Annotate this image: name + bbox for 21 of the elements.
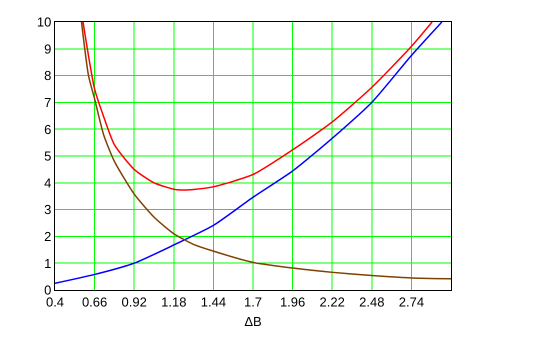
y-tick-label: 5 xyxy=(44,148,52,164)
y-tick-label: 1 xyxy=(44,256,52,271)
y-tick-label: 7 xyxy=(44,94,52,110)
x-tick-label: 2.48 xyxy=(359,294,384,310)
line-series xyxy=(82,22,433,191)
x-tick-label: 1.44 xyxy=(200,294,226,310)
y-tick-label: 9 xyxy=(44,41,52,56)
x-tick-label: 1.7 xyxy=(244,294,262,310)
x-tick-label: 2.74 xyxy=(398,294,424,310)
y-tick-label: 10 xyxy=(36,14,52,30)
y-tick-label: 2 xyxy=(44,228,52,244)
x-tick-label: 1.18 xyxy=(161,294,186,310)
x-tick-label: 0.92 xyxy=(122,294,147,310)
y-tick-label: 4 xyxy=(44,175,52,190)
x-axis-title: ΔB xyxy=(244,314,262,330)
y-tick-label: 6 xyxy=(44,122,52,137)
y-tick-label: 8 xyxy=(44,68,52,84)
x-tick-label: 0.66 xyxy=(82,294,108,310)
x-tick-label: 2.22 xyxy=(320,294,345,310)
x-tick-label: 1.96 xyxy=(280,294,306,310)
y-tick-label: 3 xyxy=(44,202,52,218)
